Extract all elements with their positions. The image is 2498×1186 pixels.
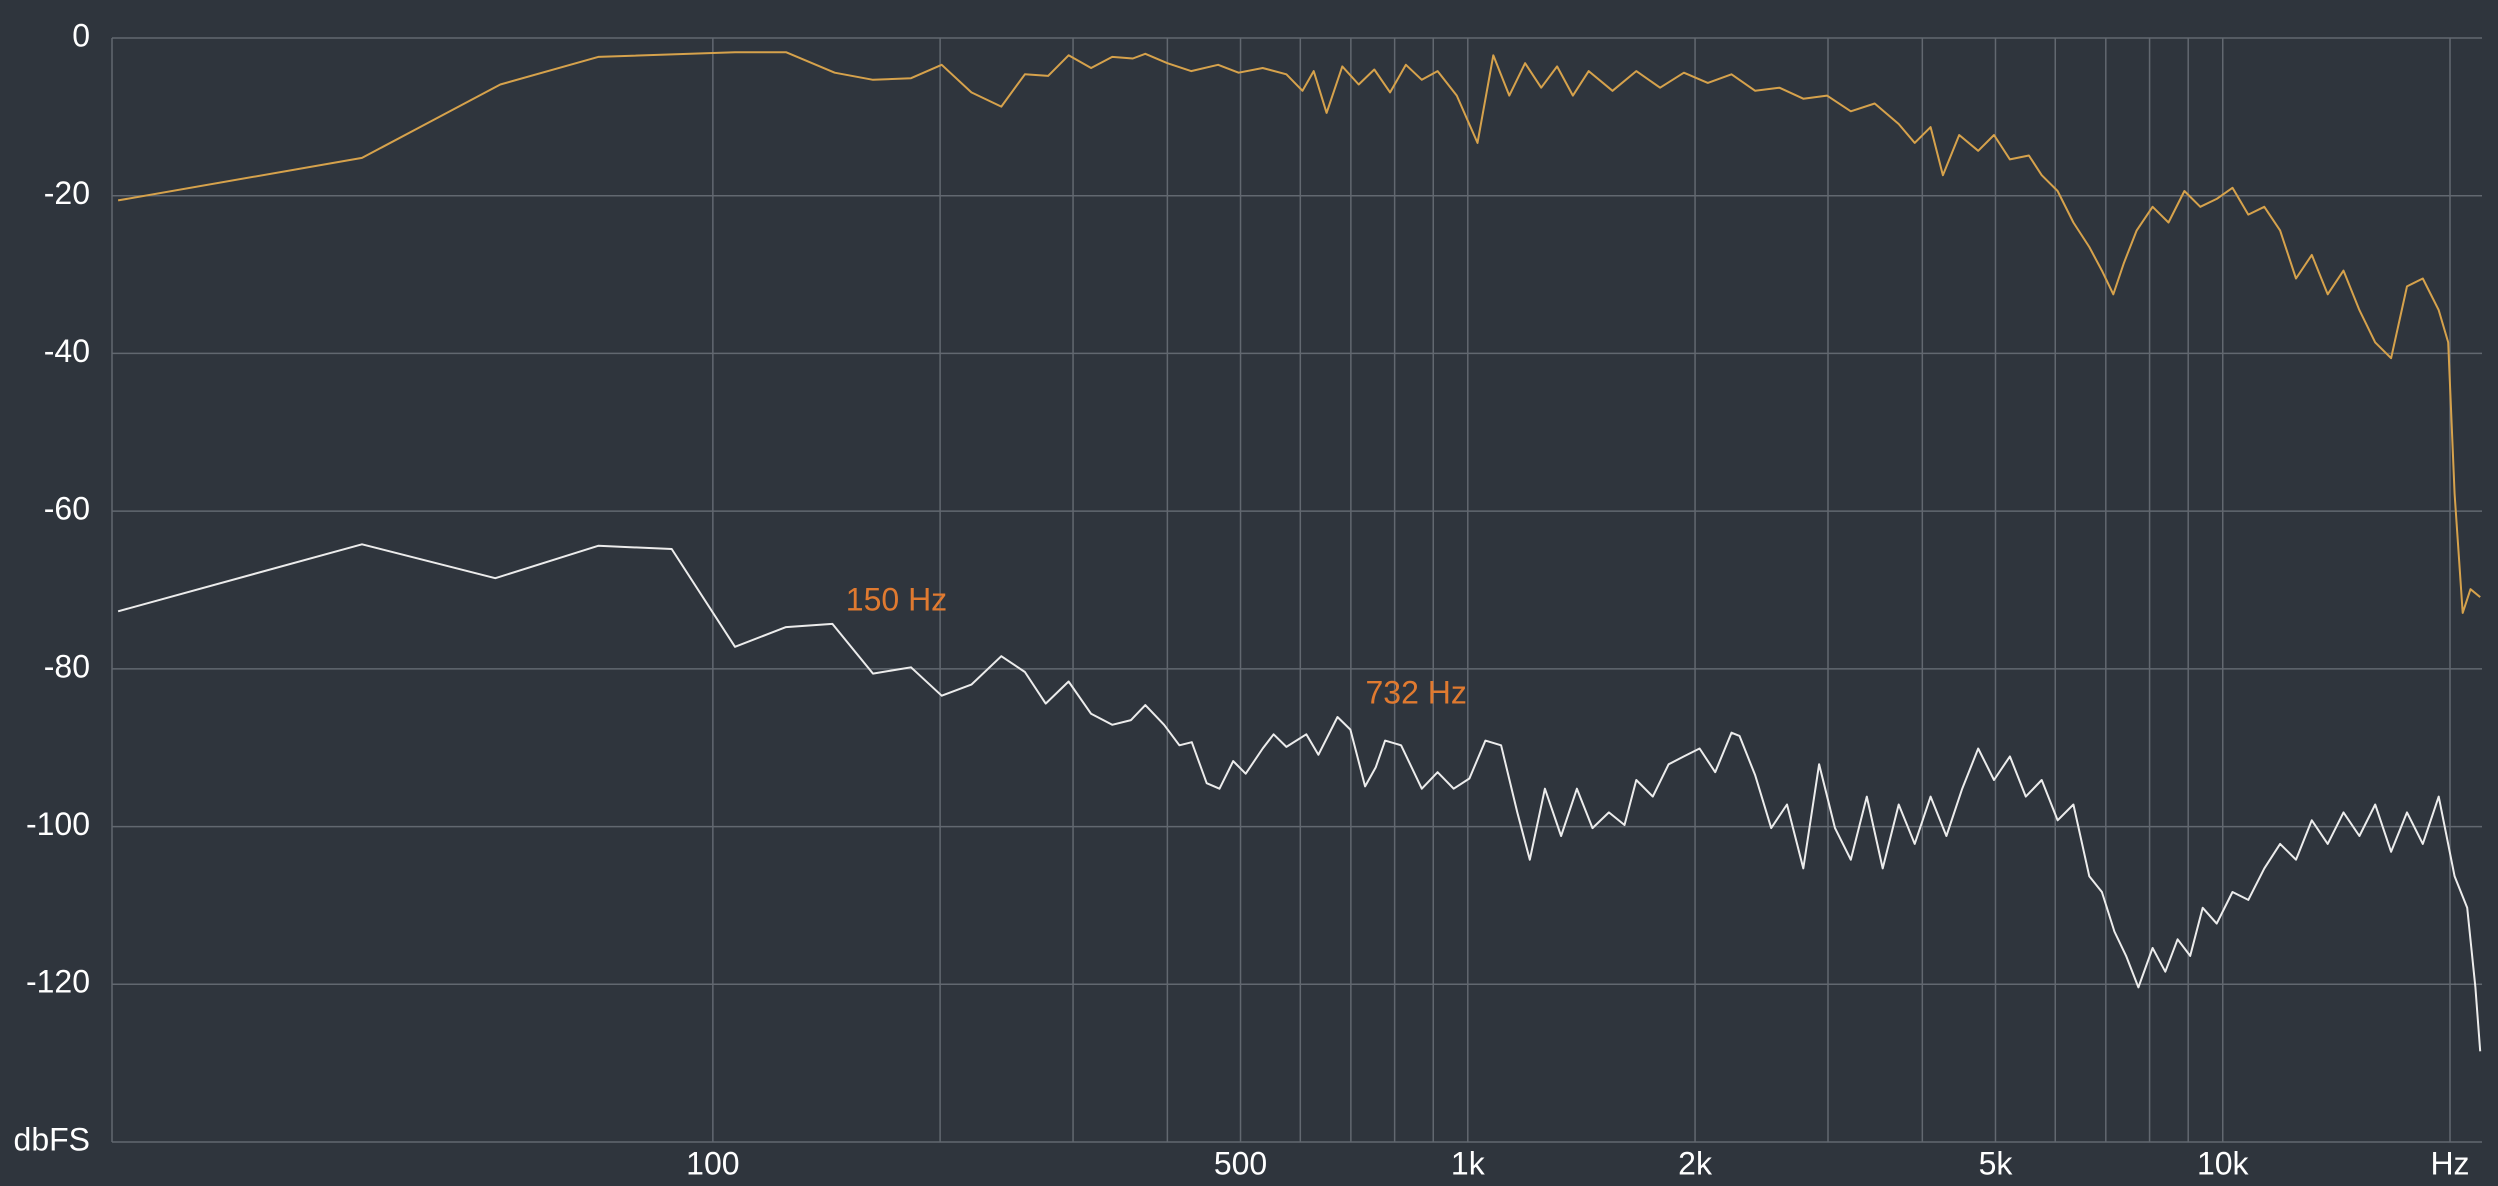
x-tick-label: 5k [1979,1145,2014,1181]
x-tick-label: 100 [686,1145,739,1181]
y-tick-label: -100 [26,806,90,842]
series-line [117,51,2481,614]
y-tick-label: -20 [44,175,90,211]
x-tick-label: 10k [2197,1145,2250,1181]
y-tick-label: -80 [44,648,90,684]
y-tick-label: dbFS [14,1121,90,1157]
y-tick-label: 0 [72,17,90,53]
y-tick-label: -60 [44,491,90,527]
x-tick-label: 2k [1678,1145,1713,1181]
peak-annotation: 732 Hz [1366,674,1467,710]
x-tick-label: Hz [2430,1145,2469,1181]
y-tick-label: -120 [26,964,90,1000]
x-tick-label: 500 [1214,1145,1267,1181]
x-tick-label: 1k [1451,1145,1486,1181]
peak-annotation: 150 Hz [846,581,947,617]
y-tick-label: -40 [44,333,90,369]
series-line [117,543,2482,1052]
